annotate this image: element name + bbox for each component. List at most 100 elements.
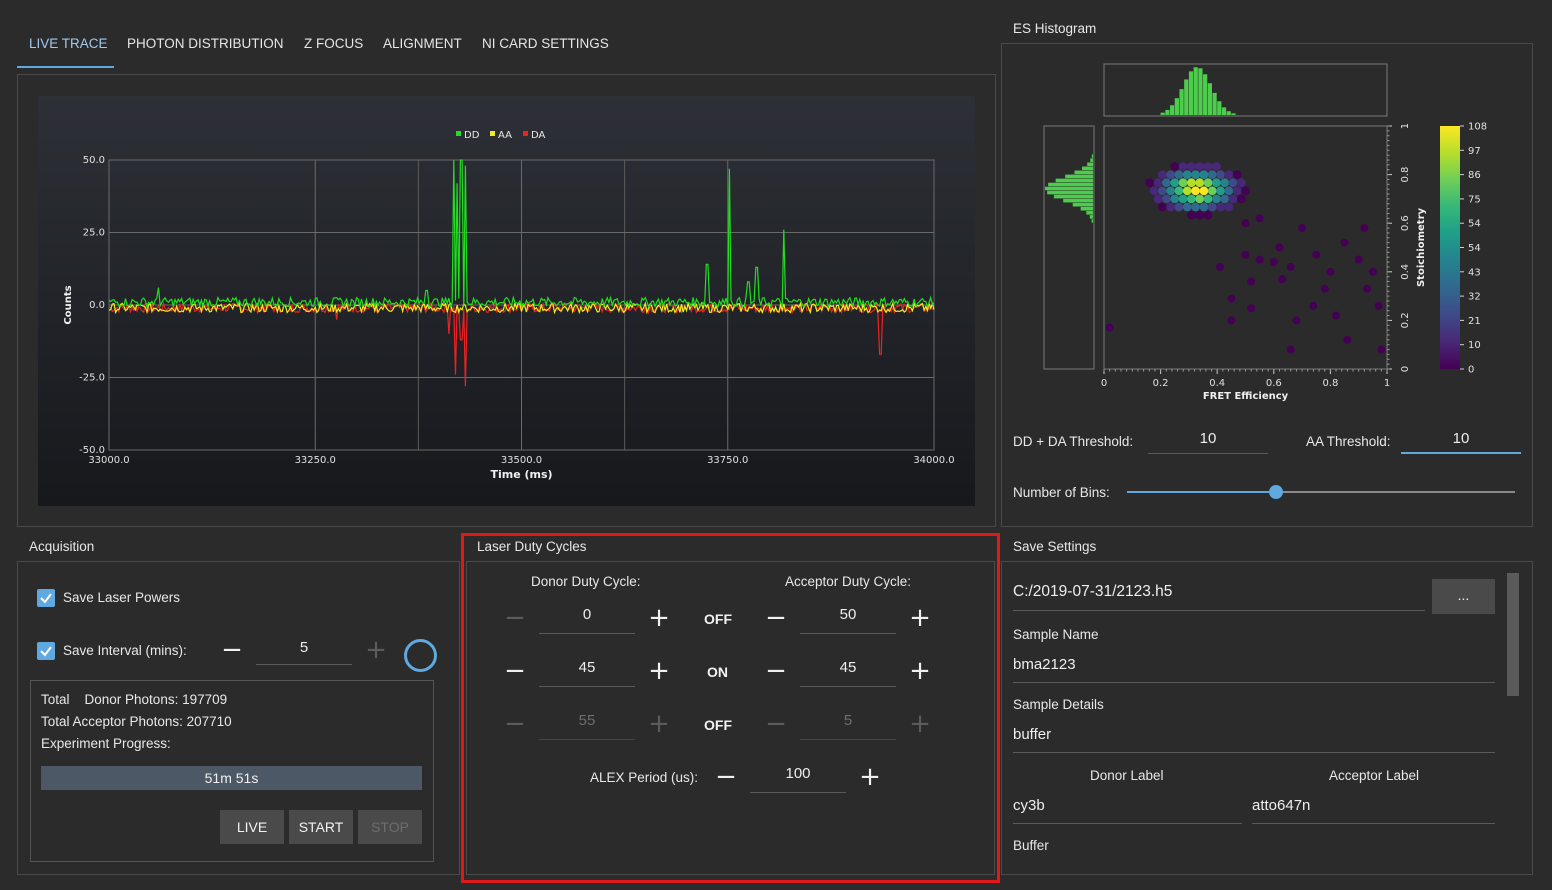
sample-details-label: Sample Details — [1013, 697, 1104, 712]
es-main-box — [1103, 125, 1388, 370]
acceptor-0-decrement-button[interactable]: − — [765, 603, 787, 633]
colorbar-tick-label: 10 — [1468, 340, 1481, 351]
scatter-point — [1255, 255, 1264, 264]
x-tick-label: 34000.0 — [913, 455, 954, 466]
tab-alignment[interactable]: ALIGNMENT — [383, 36, 462, 51]
legend-swatch-da — [523, 131, 528, 136]
scatter-point — [1286, 262, 1295, 271]
browse-button[interactable]: ... — [1432, 579, 1495, 614]
tab-live-trace[interactable]: LIVE TRACE — [29, 36, 108, 51]
experiment-progress-bar: 51m 51s — [41, 766, 422, 790]
save-laser-powers-checkbox[interactable] — [37, 589, 55, 607]
bins-slider-handle[interactable] — [1269, 485, 1283, 499]
row-2-state: OFF — [704, 717, 732, 733]
acceptor-2-increment-button[interactable]: + — [909, 709, 931, 739]
acquisition-title: Acquisition — [29, 539, 95, 554]
density-bin — [1236, 194, 1246, 204]
density-bin — [1199, 202, 1209, 212]
donor-0-input[interactable]: 0 — [539, 606, 635, 634]
progress-fill — [41, 766, 422, 790]
top-histogram-bar — [1212, 92, 1217, 115]
donor-1-increment-button[interactable]: + — [648, 656, 670, 686]
x-axis-label: Time (ms) — [490, 468, 552, 481]
acceptor-1-input[interactable]: 45 — [800, 659, 896, 687]
acceptor-0-input[interactable]: 50 — [800, 606, 896, 634]
x-tick-label: 33750.0 — [707, 455, 748, 466]
donor-2-decrement-button[interactable]: − — [504, 709, 526, 739]
scatter-point — [1340, 238, 1349, 247]
left-histogram-bar — [1063, 198, 1093, 203]
sample-name-input[interactable]: bma2123 — [1013, 656, 1495, 683]
save-interval-increment-button[interactable]: + — [365, 635, 387, 665]
donor-0-decrement-button[interactable]: − — [504, 603, 526, 633]
acceptor-label-input[interactable]: atto647n — [1252, 797, 1495, 824]
aa-threshold-label: AA Threshold: — [1306, 434, 1391, 449]
scatter-point — [1216, 262, 1225, 271]
alex-period-input[interactable]: 100 — [750, 765, 846, 793]
start-button[interactable]: START — [289, 810, 353, 844]
save-interval-decrement-button[interactable]: − — [221, 635, 243, 665]
density-bin — [1166, 186, 1175, 196]
density-bin — [1207, 202, 1217, 212]
tab-z-focus[interactable]: Z FOCUS — [304, 36, 364, 51]
colorbar-tick-label: 43 — [1468, 267, 1481, 278]
density-bin — [1220, 194, 1230, 204]
check-icon — [40, 593, 52, 604]
active-tab-indicator — [17, 66, 114, 68]
left-histogram-bar — [1048, 182, 1093, 187]
file-path-input[interactable]: C:/2019-07-31/2123.h5 — [1013, 583, 1425, 611]
acceptor-0-increment-button[interactable]: + — [909, 603, 931, 633]
donor-1-decrement-button[interactable]: − — [504, 656, 526, 686]
density-bin — [1203, 210, 1213, 220]
bins-label: Number of Bins: — [1013, 485, 1110, 500]
density-bin — [1207, 170, 1217, 179]
save-interval-checkbox[interactable] — [37, 642, 55, 660]
trace-plot-area[interactable]: 33000.0 33250.0 33500.0 33750.0 34000.0 50.0 2… — [38, 96, 975, 506]
aa-threshold-input[interactable]: 10 — [1401, 430, 1521, 454]
stop-button[interactable]: STOP — [358, 810, 422, 844]
live-button[interactable]: LIVE — [220, 810, 284, 844]
density-bin — [1191, 170, 1200, 179]
density-bin — [1178, 178, 1188, 188]
density-bin — [1174, 186, 1184, 196]
dd-da-threshold-input[interactable]: 10 — [1148, 430, 1268, 454]
sample-details-input[interactable]: buffer — [1013, 726, 1495, 753]
row-0-state: OFF — [704, 611, 732, 627]
y-axis-label: Stoichiometry — [1416, 207, 1427, 287]
x-tick-label: 0.2 — [1153, 378, 1169, 389]
acceptor-1-increment-button[interactable]: + — [909, 656, 931, 686]
scatter-point — [1354, 255, 1363, 264]
x-tick-label: 0.8 — [1322, 378, 1338, 389]
alex-decrement-button[interactable]: − — [715, 762, 737, 792]
es-plot-area[interactable]: 0 0.2 0.4 0.6 0.8 1 FRET Efficiency 0 0.2 0.4 0.6 0… — [1002, 44, 1532, 414]
donor-label-input[interactable]: cy3b — [1013, 797, 1242, 824]
acceptor-2-decrement-button[interactable]: − — [765, 709, 787, 739]
settings-scrollbar[interactable] — [1507, 573, 1519, 696]
save-interval-input[interactable]: 5 — [256, 639, 352, 665]
left-histogram-bar — [1089, 215, 1093, 219]
colorbar-tick-label: 0 — [1468, 365, 1474, 376]
scatter-point — [1377, 345, 1386, 354]
live-trace-panel — [17, 74, 996, 527]
total-donor-photons: Total Donor Photons: 197709 — [41, 692, 228, 707]
scatter-point — [1278, 275, 1287, 284]
donor-2-input[interactable]: 55 — [539, 712, 635, 740]
y-tick-label: 0.4 — [1400, 264, 1411, 280]
donor-1-input[interactable]: 45 — [539, 659, 635, 687]
donor-0-increment-button[interactable]: + — [648, 603, 670, 633]
alex-increment-button[interactable]: + — [859, 762, 881, 792]
density-bin — [1220, 178, 1230, 188]
acceptor-2-input[interactable]: 5 — [800, 712, 896, 740]
alex-period-label: ALEX Period (us): — [590, 770, 699, 785]
row-1-state: ON — [707, 664, 728, 680]
save-settings-panel — [1001, 561, 1533, 875]
colorbar-tick-label: 97 — [1468, 146, 1481, 157]
acceptor-1-decrement-button[interactable]: − — [765, 656, 787, 686]
donor-2-increment-button[interactable]: + — [648, 709, 670, 739]
top-histogram-bar — [1226, 111, 1231, 115]
tab-photon-distribution[interactable]: PHOTON DISTRIBUTION — [127, 36, 284, 51]
left-histogram-bar — [1072, 202, 1093, 207]
bins-slider[interactable] — [1127, 485, 1515, 499]
tab-ni-card-settings[interactable]: NI CARD SETTINGS — [482, 36, 609, 51]
top-histogram-bar — [1193, 67, 1198, 115]
